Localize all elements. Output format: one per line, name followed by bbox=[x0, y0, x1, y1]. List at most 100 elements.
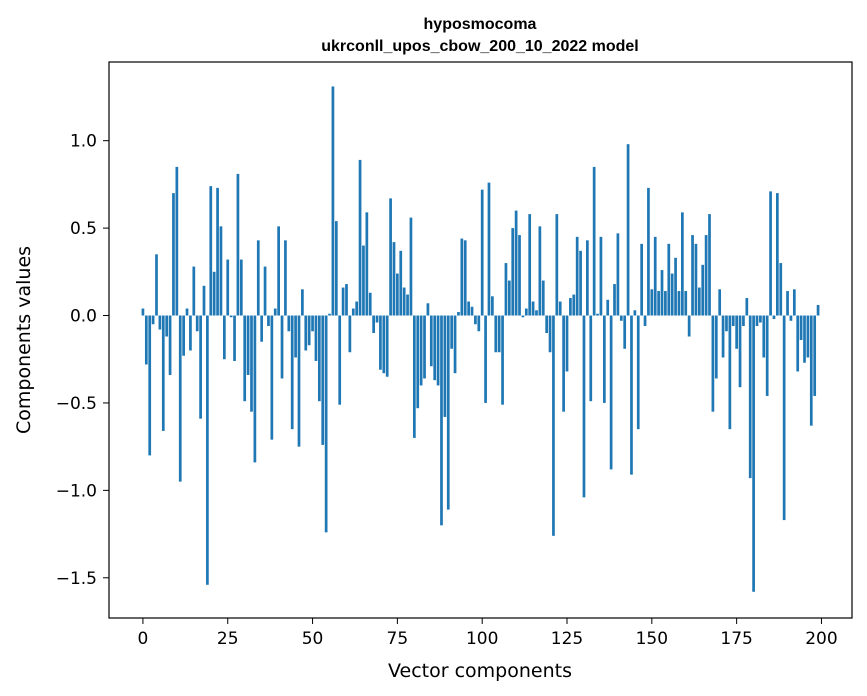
bar-160 bbox=[684, 291, 688, 316]
bar-183 bbox=[762, 315, 766, 358]
bar-127 bbox=[572, 294, 576, 316]
bar-140 bbox=[616, 233, 620, 316]
bar-174 bbox=[731, 315, 735, 327]
bar-47 bbox=[301, 289, 304, 316]
bar-186 bbox=[772, 315, 776, 320]
bar-70 bbox=[379, 315, 382, 370]
bar-50 bbox=[311, 315, 314, 332]
x-tick-label: 50 bbox=[302, 629, 324, 649]
bar-58 bbox=[338, 315, 342, 405]
bar-118 bbox=[541, 280, 545, 316]
bar-68 bbox=[372, 315, 375, 333]
bar-8 bbox=[168, 315, 172, 375]
bar-164 bbox=[697, 287, 701, 316]
plot-area-frame bbox=[108, 61, 853, 619]
bar-103 bbox=[491, 296, 494, 316]
bar-129 bbox=[579, 250, 582, 316]
bar-120 bbox=[548, 315, 552, 353]
y-tick-label: −1.0 bbox=[56, 481, 97, 501]
chart-title-line2: ukrconll_upos_cbow_200_10_2022 model bbox=[321, 38, 638, 55]
bar-154 bbox=[664, 291, 667, 316]
bar-9 bbox=[172, 193, 175, 316]
bar-159 bbox=[681, 212, 684, 316]
x-tick-label: 25 bbox=[217, 629, 239, 649]
bar-80 bbox=[412, 315, 416, 438]
bar-91 bbox=[450, 315, 454, 349]
bar-0 bbox=[141, 308, 145, 316]
bar-3 bbox=[151, 315, 155, 325]
bar-65 bbox=[362, 245, 365, 316]
bar-15 bbox=[192, 266, 196, 316]
bar-165 bbox=[701, 264, 705, 316]
bar-67 bbox=[368, 292, 372, 316]
bar-35 bbox=[260, 315, 264, 342]
bar-111 bbox=[518, 235, 521, 316]
bar-42 bbox=[284, 240, 287, 316]
chart-title-line1: hyposmocoma bbox=[424, 16, 537, 33]
bar-series bbox=[141, 86, 820, 592]
bar-53 bbox=[321, 315, 325, 445]
bar-93 bbox=[457, 312, 460, 316]
bar-49 bbox=[307, 315, 311, 346]
bar-60 bbox=[345, 284, 348, 316]
bar-34 bbox=[256, 240, 260, 316]
bar-181 bbox=[755, 315, 759, 327]
x-tick-label: 150 bbox=[636, 629, 668, 649]
bar-170 bbox=[718, 289, 722, 316]
bar-87 bbox=[436, 315, 440, 386]
bar-150 bbox=[650, 289, 654, 316]
bar-189 bbox=[782, 315, 786, 521]
bar-59 bbox=[341, 287, 345, 316]
bar-105 bbox=[497, 315, 501, 353]
bar-180 bbox=[752, 315, 755, 592]
bar-39 bbox=[273, 308, 277, 316]
x-tick-label: 0 bbox=[138, 629, 149, 649]
bar-81 bbox=[416, 315, 420, 409]
bar-108 bbox=[507, 280, 511, 316]
bar-63 bbox=[355, 301, 359, 316]
bar-163 bbox=[694, 243, 698, 316]
bar-167 bbox=[708, 214, 711, 316]
bar-48 bbox=[304, 315, 308, 351]
bar-182 bbox=[759, 315, 762, 323]
bar-52 bbox=[317, 315, 321, 402]
bar-64 bbox=[358, 159, 362, 316]
bar-32 bbox=[250, 315, 253, 412]
bar-7 bbox=[165, 315, 169, 337]
bar-78 bbox=[406, 294, 409, 316]
bar-4 bbox=[155, 254, 158, 316]
bar-139 bbox=[613, 284, 616, 316]
bar-40 bbox=[277, 226, 280, 316]
bar-155 bbox=[667, 243, 671, 316]
bar-1 bbox=[144, 315, 148, 365]
bar-13 bbox=[185, 308, 189, 316]
bar-115 bbox=[531, 301, 535, 316]
bar-198 bbox=[813, 315, 817, 396]
bar-162 bbox=[691, 235, 694, 316]
y-tick-label: 0.0 bbox=[70, 307, 97, 327]
bar-16 bbox=[195, 315, 199, 332]
bar-85 bbox=[429, 315, 433, 367]
bar-89 bbox=[443, 315, 447, 417]
bar-156 bbox=[670, 273, 674, 316]
bar-184 bbox=[765, 315, 769, 396]
bar-187 bbox=[776, 193, 779, 316]
y-tick-label: −0.5 bbox=[56, 394, 97, 414]
bar-57 bbox=[334, 221, 338, 316]
x-axis-label: Vector components bbox=[388, 660, 572, 682]
bar-90 bbox=[446, 315, 450, 510]
bar-123 bbox=[558, 301, 562, 316]
bar-12 bbox=[182, 315, 185, 356]
bar-82 bbox=[419, 315, 423, 386]
y-tick-label: 0.5 bbox=[70, 219, 97, 239]
bar-98 bbox=[474, 315, 477, 325]
bar-55 bbox=[328, 313, 331, 316]
bar-178 bbox=[745, 298, 749, 316]
x-tick-label: 100 bbox=[466, 629, 498, 649]
bar-22 bbox=[216, 187, 219, 316]
bar-41 bbox=[280, 315, 284, 379]
bar-79 bbox=[409, 217, 413, 316]
bar-191 bbox=[789, 315, 793, 321]
bar-92 bbox=[453, 315, 457, 374]
